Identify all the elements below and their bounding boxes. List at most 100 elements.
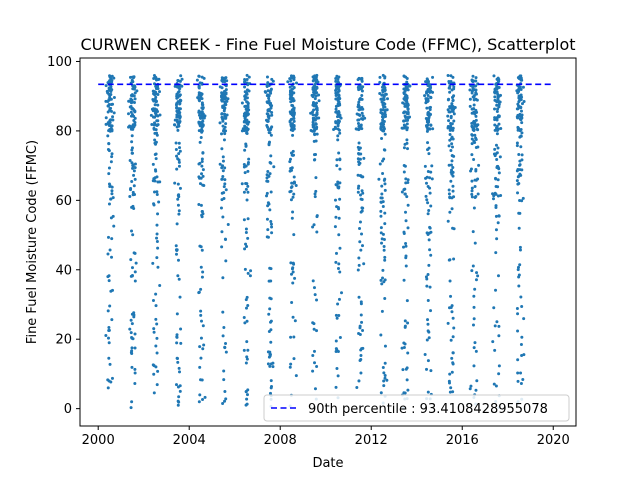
data-point xyxy=(200,378,204,382)
data-point xyxy=(221,215,225,219)
data-point xyxy=(494,288,498,292)
data-point xyxy=(222,378,226,382)
data-point xyxy=(383,376,387,380)
data-point xyxy=(312,153,316,157)
data-point xyxy=(132,94,136,98)
data-point xyxy=(360,111,364,115)
data-point xyxy=(311,369,315,373)
data-point xyxy=(156,369,160,373)
data-point xyxy=(224,122,228,126)
data-point xyxy=(201,398,205,402)
data-point xyxy=(133,177,137,181)
data-point xyxy=(132,184,136,188)
data-point xyxy=(359,313,363,317)
data-point xyxy=(334,215,338,219)
data-point xyxy=(107,341,111,345)
data-point xyxy=(272,165,276,169)
data-point xyxy=(110,318,114,322)
legend: 90th percentile : 93.4108428955078 xyxy=(263,394,570,422)
data-point xyxy=(357,88,361,92)
data-point xyxy=(403,192,407,196)
data-point xyxy=(107,379,111,383)
data-point xyxy=(450,310,454,314)
data-point xyxy=(224,76,228,80)
data-point xyxy=(315,86,319,90)
data-point xyxy=(499,126,503,130)
data-point xyxy=(449,306,453,310)
data-point xyxy=(336,124,340,128)
data-point xyxy=(200,160,204,164)
data-point xyxy=(518,172,522,176)
data-point xyxy=(338,167,342,171)
data-point xyxy=(200,106,204,110)
data-point xyxy=(178,98,182,102)
data-point xyxy=(129,406,133,410)
data-point xyxy=(223,166,227,170)
data-point xyxy=(334,260,338,264)
data-point xyxy=(515,115,519,119)
data-point xyxy=(153,92,157,96)
data-point xyxy=(269,106,273,110)
data-point xyxy=(406,226,410,230)
data-point xyxy=(423,94,427,98)
data-point xyxy=(130,180,134,184)
data-point xyxy=(128,194,132,198)
data-point xyxy=(243,128,247,132)
data-point xyxy=(132,108,136,111)
data-point xyxy=(383,258,387,262)
data-point xyxy=(130,266,134,270)
data-point xyxy=(428,191,432,195)
data-point xyxy=(382,384,386,388)
data-point xyxy=(468,97,472,101)
data-point xyxy=(199,245,203,249)
data-point xyxy=(112,95,116,99)
data-point xyxy=(266,170,270,173)
data-point xyxy=(519,116,523,120)
data-point xyxy=(381,204,385,208)
data-point xyxy=(446,321,450,325)
data-point xyxy=(470,192,474,196)
data-point xyxy=(338,197,342,201)
data-point xyxy=(154,76,158,80)
data-point xyxy=(149,113,153,117)
data-point xyxy=(221,159,225,163)
data-point xyxy=(358,220,362,224)
data-point xyxy=(337,151,341,155)
data-point xyxy=(220,99,224,103)
data-point xyxy=(518,159,522,163)
data-point xyxy=(225,113,229,117)
data-point xyxy=(198,393,202,397)
data-point xyxy=(291,281,295,285)
data-point xyxy=(130,161,134,165)
data-point xyxy=(291,315,295,319)
data-point xyxy=(317,99,321,103)
data-point xyxy=(106,100,110,103)
data-point xyxy=(429,230,433,234)
data-point xyxy=(425,231,429,235)
data-point xyxy=(242,190,246,194)
data-point xyxy=(108,108,112,112)
data-point xyxy=(106,104,110,108)
data-point xyxy=(133,371,137,375)
y-tick-label: 20 xyxy=(55,333,72,348)
data-point xyxy=(336,374,340,378)
data-point xyxy=(383,75,387,79)
y-axis-ticks: 0 20 40 60 80 100 xyxy=(47,55,80,417)
data-point xyxy=(175,110,179,114)
data-point xyxy=(429,369,433,373)
data-point xyxy=(519,105,523,109)
data-point xyxy=(197,400,201,404)
data-point xyxy=(380,241,384,245)
data-point xyxy=(109,97,113,101)
data-point xyxy=(152,127,156,131)
data-point xyxy=(430,164,434,168)
data-point xyxy=(266,89,270,93)
data-point xyxy=(449,148,453,152)
data-point xyxy=(468,88,472,92)
data-point xyxy=(294,374,298,378)
data-point xyxy=(155,256,159,260)
data-point xyxy=(497,79,501,83)
axes-frame xyxy=(79,57,577,427)
data-point xyxy=(155,351,159,355)
data-point xyxy=(289,79,293,83)
